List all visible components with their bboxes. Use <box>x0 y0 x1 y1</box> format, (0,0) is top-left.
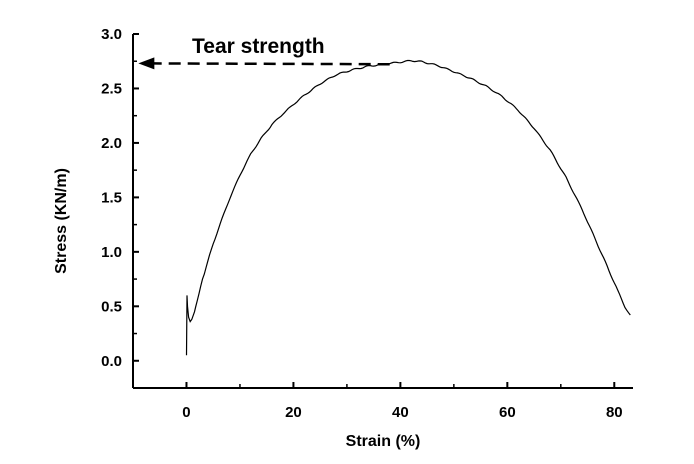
tear-strength-arrowhead <box>138 57 155 70</box>
x-tick-label: 60 <box>499 404 516 421</box>
tear-strength-dashed-line <box>152 62 390 66</box>
tear-strength-annotation: Tear strength <box>138 35 390 70</box>
x-ticks: 0 20 40 60 80 <box>132 382 623 421</box>
y-tick-label: 3.0 <box>101 26 122 43</box>
y-ticks: 0.0 0.5 1.0 1.5 2.0 2.5 3.0 <box>101 26 139 370</box>
x-tick-label: 0 <box>182 404 190 421</box>
stress-strain-curve <box>185 59 631 356</box>
y-axis-title: Stress (KN/m) <box>53 168 70 274</box>
x-axis-title: Strain (%) <box>346 433 421 450</box>
x-tick-label: 20 <box>285 404 302 421</box>
y-tick-label: 2.5 <box>101 80 122 97</box>
plot-area: 0.0 0.5 1.0 1.5 2.0 2.5 3.0 0 20 40 60 80 Tear str… <box>101 26 633 421</box>
x-tick-label: 80 <box>606 404 623 421</box>
y-tick-label: 2.0 <box>101 135 122 152</box>
y-tick-label: 1.0 <box>101 244 122 261</box>
y-tick-label: 0.0 <box>101 353 122 370</box>
tear-strength-label: Tear strength <box>192 35 325 58</box>
x-tick-label: 40 <box>392 404 409 421</box>
y-tick-label: 1.5 <box>101 189 122 206</box>
y-tick-label: 0.5 <box>101 298 122 315</box>
